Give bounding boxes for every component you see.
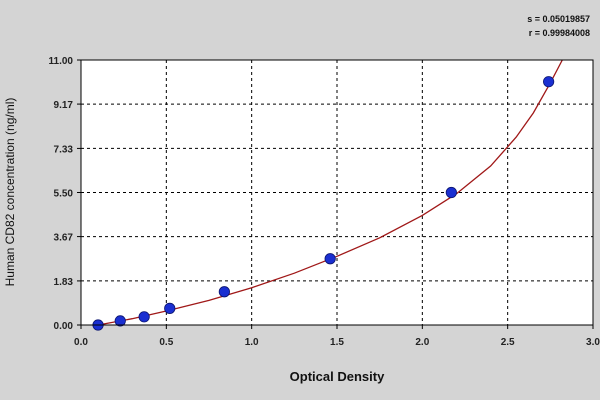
- data-point: [324, 253, 336, 265]
- x-tick-label: 2.5: [501, 337, 515, 348]
- x-tick-label: 0.0: [74, 337, 88, 348]
- y-tick-label: 3.67: [54, 233, 74, 244]
- y-tick-label: 1.83: [54, 277, 74, 288]
- x-tick-label: 2.0: [415, 337, 429, 348]
- x-tick-label: 1.0: [245, 337, 259, 348]
- stat-s-value: s = 0.05019857: [527, 14, 590, 24]
- y-tick-label: 7.33: [54, 144, 74, 155]
- fit-curve-layer: [97, 59, 563, 326]
- data-point: [543, 76, 555, 88]
- data-point: [114, 315, 126, 327]
- fit-curve: [97, 59, 563, 326]
- grid-lines: [81, 60, 593, 325]
- x-tick-label: 0.5: [159, 337, 173, 348]
- y-axis-ticks: 0.00 1.83 3.67 5.50 7.33 9.17 11.00: [49, 56, 81, 332]
- y-tick-label: 5.50: [54, 189, 74, 200]
- data-point: [164, 302, 176, 314]
- x-axis-ticks: 0.0 0.5 1.0 1.5 2.0 2.5 3.0: [74, 325, 600, 348]
- y-axis-title: Human CD82 concentration (ng/ml): [3, 98, 17, 287]
- x-axis-title: Optical Density: [290, 369, 385, 384]
- x-tick-label: 1.5: [330, 337, 344, 348]
- stat-r-value: r = 0.99984008: [529, 28, 590, 38]
- data-point: [138, 311, 150, 323]
- y-tick-label: 9.17: [54, 100, 74, 111]
- y-tick-label: 0.00: [54, 321, 74, 332]
- data-point: [218, 286, 230, 298]
- data-point: [445, 186, 457, 199]
- x-tick-label: 3.0: [586, 337, 600, 348]
- y-tick-label: 11.00: [49, 56, 74, 67]
